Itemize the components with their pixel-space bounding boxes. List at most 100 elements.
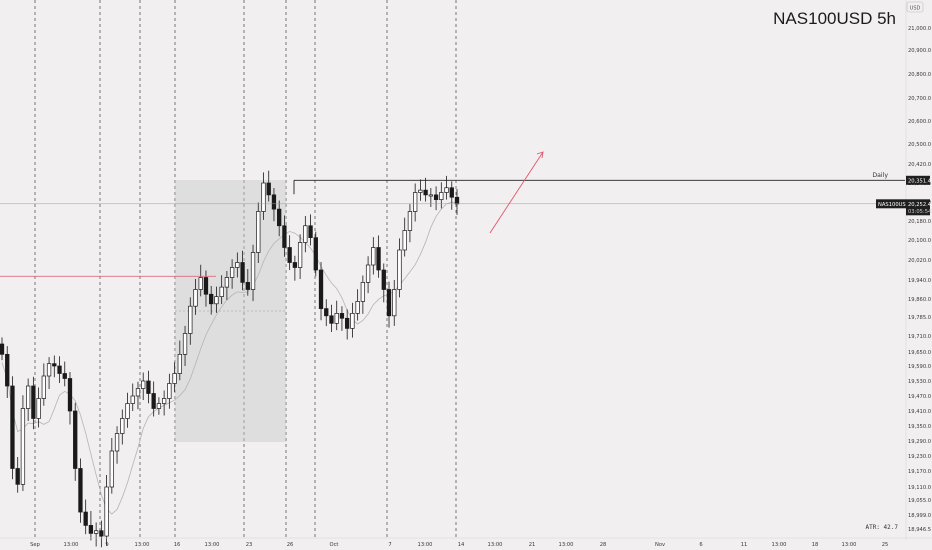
candle[interactable] — [141, 380, 146, 389]
candle[interactable] — [386, 289, 392, 317]
currency-badge-box[interactable] — [906, 1, 924, 13]
candle[interactable] — [5, 353, 10, 387]
candle[interactable] — [418, 189, 423, 193]
candle[interactable] — [125, 403, 130, 419]
candle[interactable] — [250, 252, 256, 290]
candle[interactable] — [46, 363, 52, 377]
candle[interactable] — [193, 289, 198, 307]
candle[interactable] — [287, 247, 292, 263]
candle[interactable] — [376, 247, 381, 271]
candle[interactable] — [229, 267, 235, 278]
candle[interactable] — [99, 530, 104, 537]
candle[interactable] — [67, 378, 73, 412]
candle[interactable] — [41, 375, 46, 399]
candle[interactable] — [371, 247, 376, 266]
candle[interactable] — [78, 468, 83, 513]
ticker-tag-pill — [876, 199, 906, 209]
candle[interactable] — [266, 182, 271, 196]
candle[interactable] — [303, 225, 308, 243]
candle[interactable] — [350, 313, 355, 329]
candle[interactable] — [36, 398, 41, 419]
candle[interactable] — [120, 418, 125, 434]
candle[interactable] — [104, 486, 109, 537]
candle[interactable] — [182, 333, 188, 355]
candle[interactable] — [277, 208, 282, 227]
candle[interactable] — [73, 410, 78, 469]
candle[interactable] — [172, 373, 177, 384]
candle[interactable] — [271, 194, 277, 210]
candle[interactable] — [397, 249, 402, 290]
candle[interactable] — [402, 230, 407, 251]
candle[interactable] — [433, 194, 439, 200]
candle[interactable] — [324, 308, 329, 317]
candles-group[interactable] — [0, 170, 460, 548]
candle[interactable] — [109, 450, 114, 488]
candle[interactable] — [130, 395, 135, 404]
y-tick-label: 19,590.0 — [908, 364, 931, 370]
candle[interactable] — [0, 343, 5, 355]
candle[interactable] — [240, 262, 245, 283]
candle[interactable] — [224, 277, 230, 288]
candle[interactable] — [297, 242, 303, 268]
candle[interactable] — [151, 393, 156, 409]
candle[interactable] — [339, 313, 345, 319]
candle[interactable] — [31, 385, 36, 419]
candle[interactable] — [365, 264, 371, 283]
candle[interactable] — [219, 286, 224, 297]
candle[interactable] — [156, 403, 162, 409]
candle[interactable] — [198, 277, 203, 290]
candle[interactable] — [308, 225, 313, 238]
candle[interactable] — [25, 385, 31, 409]
level-lines[interactable] — [0, 151, 905, 277]
candle[interactable] — [245, 282, 250, 290]
candle[interactable] — [93, 530, 99, 534]
candle[interactable] — [15, 468, 20, 485]
candle[interactable] — [20, 408, 26, 485]
candle[interactable] — [428, 194, 434, 197]
candle[interactable] — [334, 313, 339, 324]
range-zone[interactable] — [175, 180, 286, 442]
candle[interactable] — [329, 315, 334, 324]
candle[interactable] — [177, 353, 182, 374]
candle[interactable] — [392, 289, 397, 317]
candle[interactable] — [261, 182, 266, 212]
x-axis[interactable]: Sep 13:00 9 13:00 16 13:00 23 26 Oct 7 13:00 14 13:0… — [0, 537, 932, 548]
candle[interactable] — [292, 262, 298, 268]
candle[interactable] — [381, 269, 386, 290]
candle[interactable] — [135, 388, 141, 397]
candle[interactable] — [256, 211, 261, 253]
candle[interactable] — [167, 383, 172, 399]
candle[interactable] — [454, 196, 460, 205]
candle[interactable] — [449, 187, 454, 198]
currency-badge[interactable]: USD — [906, 1, 924, 13]
candle[interactable] — [209, 293, 214, 305]
candle[interactable] — [52, 363, 57, 367]
candle[interactable] — [313, 237, 318, 271]
y-axis[interactable]: 21,000.0 20,900.0 20,800.0 20,700.0 20,600.0… — [905, 0, 931, 540]
candle[interactable] — [345, 317, 350, 329]
candle[interactable] — [88, 525, 94, 534]
candle[interactable] — [57, 365, 62, 374]
candle[interactable] — [214, 296, 219, 305]
candle[interactable] — [423, 189, 428, 196]
candle[interactable] — [62, 373, 67, 379]
candle[interactable] — [413, 192, 418, 212]
candle[interactable] — [318, 269, 324, 309]
candle[interactable] — [439, 192, 444, 200]
candle[interactable] — [83, 511, 88, 526]
candle[interactable] — [146, 380, 151, 394]
candle[interactable] — [10, 385, 15, 469]
projection-arrow[interactable] — [489, 151, 544, 234]
candle[interactable] — [355, 301, 360, 314]
candle[interactable] — [114, 433, 120, 452]
candle[interactable] — [161, 398, 167, 404]
candle[interactable] — [444, 187, 449, 193]
candle[interactable] — [188, 305, 193, 334]
candle[interactable] — [203, 277, 209, 295]
candle[interactable] — [282, 225, 287, 248]
candle[interactable] — [360, 282, 366, 302]
candle[interactable] — [407, 211, 413, 231]
candle[interactable] — [235, 262, 240, 268]
